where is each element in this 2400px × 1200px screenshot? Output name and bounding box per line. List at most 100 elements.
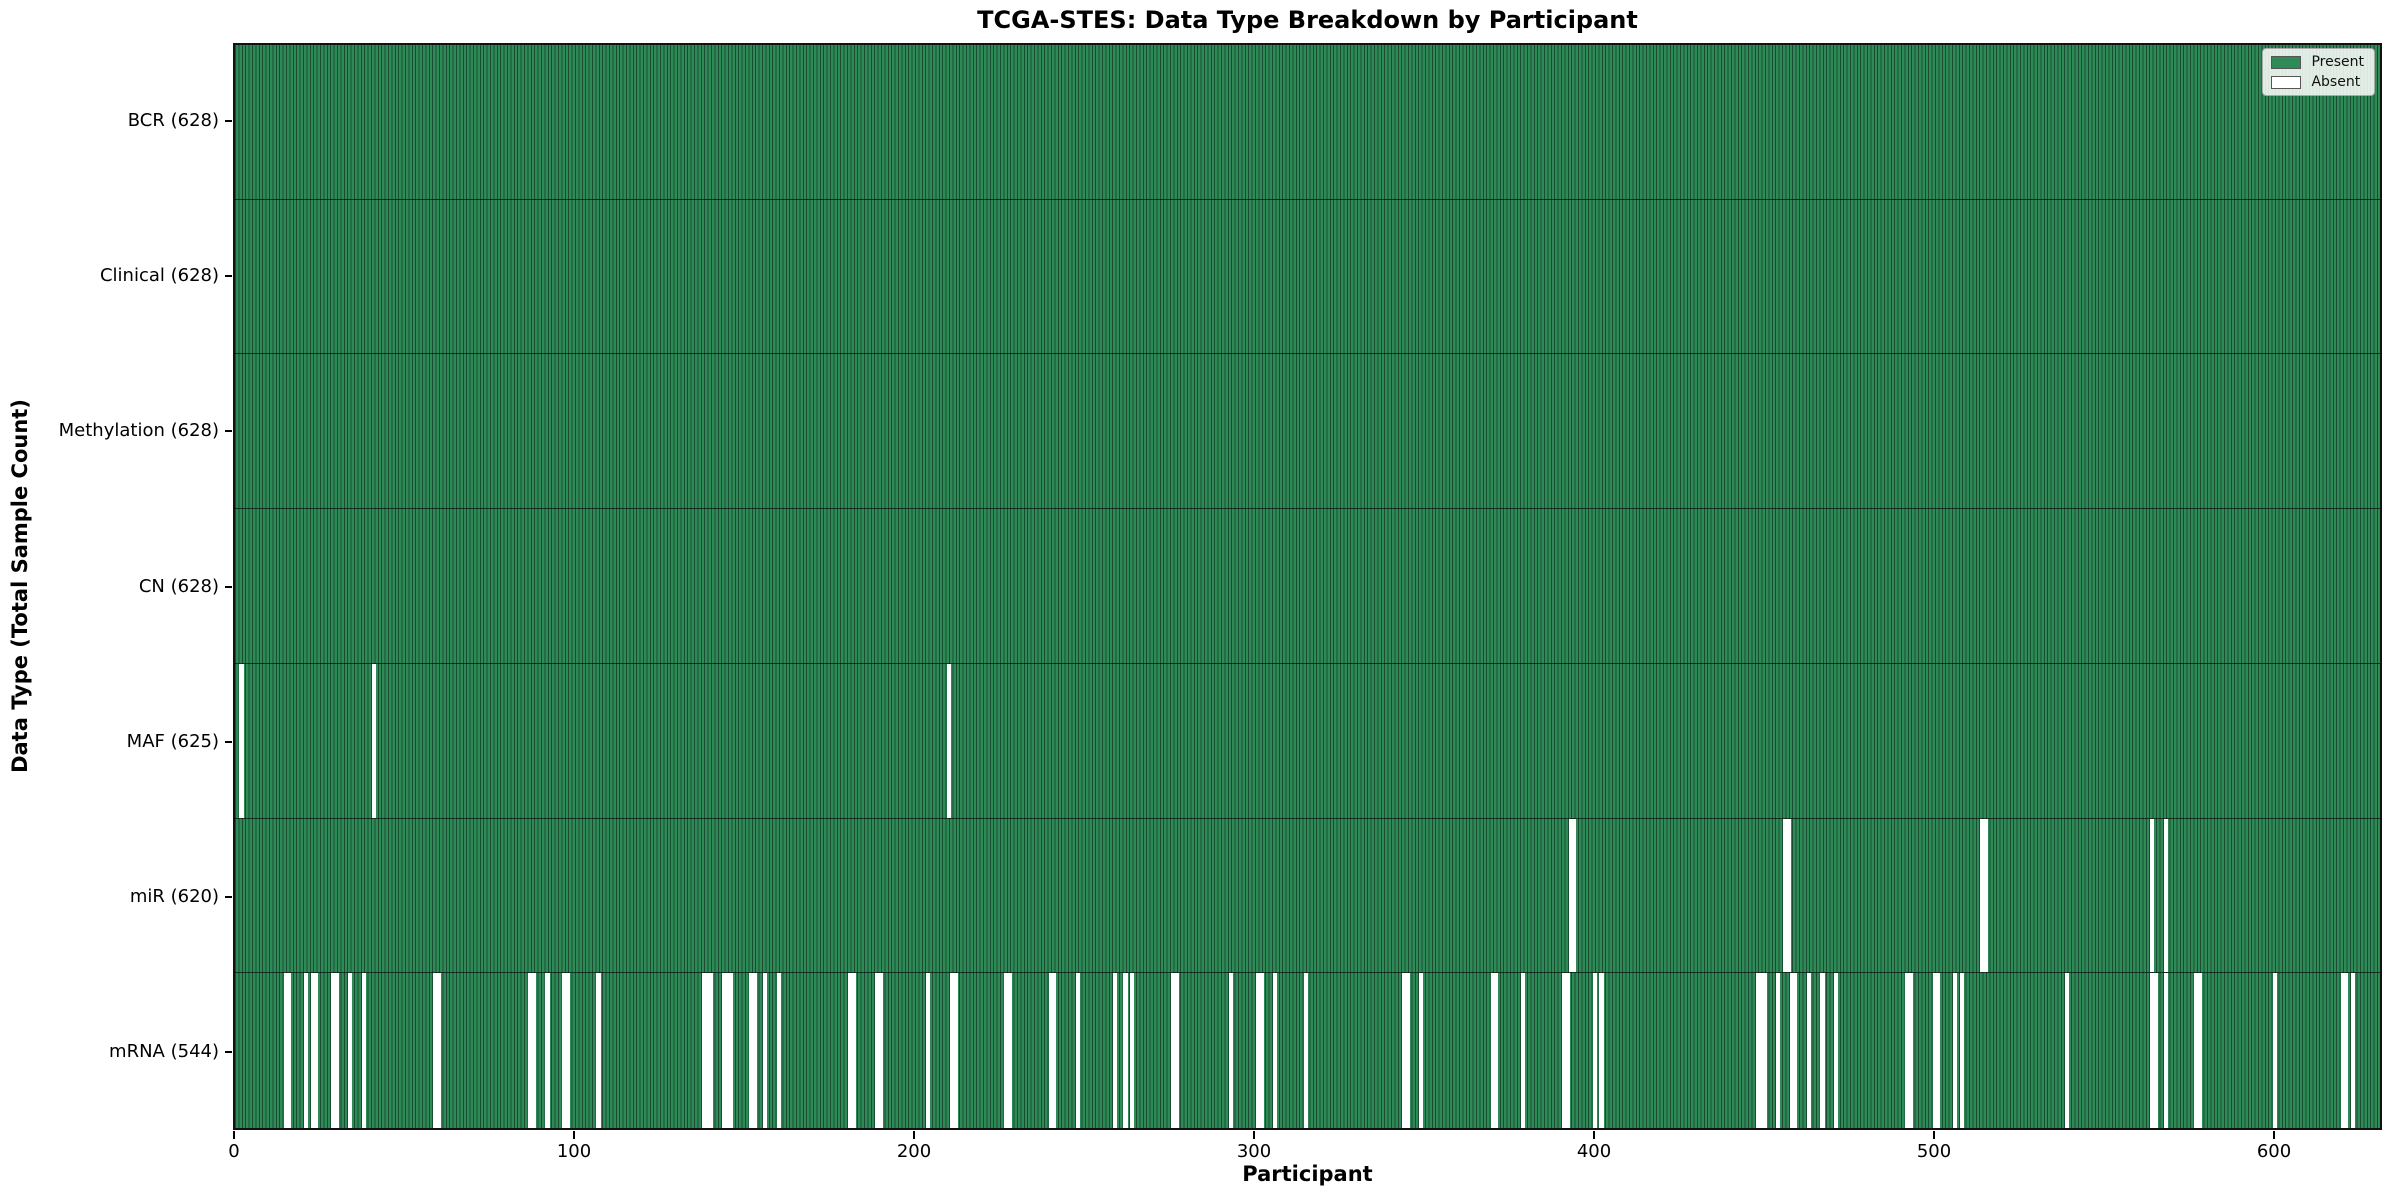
x-tick-label-200: 200 (896, 1141, 932, 1162)
absent-gap (1048, 973, 1057, 1128)
absent-gap (1592, 973, 1597, 1128)
absent-gap (528, 973, 537, 1128)
absent-gap (1789, 973, 1798, 1128)
absent-gap (2150, 973, 2158, 1128)
absent-gap (1820, 973, 1825, 1128)
legend-entry-absent: Absent (2271, 74, 2364, 90)
absent-gap (1273, 973, 1278, 1128)
absent-gap (310, 973, 319, 1128)
absent-gap (1959, 973, 1965, 1128)
absent-gap (1113, 973, 1118, 1128)
absent-gap (372, 663, 377, 818)
absent-gap (722, 973, 734, 1128)
matrix-row-bcr (235, 45, 2380, 200)
x-tick-label-300: 300 (1236, 1141, 1272, 1162)
absent-gap (950, 973, 958, 1128)
y-tick-label-mrna: mRNA (544) (109, 1041, 219, 1063)
absent-gap (701, 973, 713, 1128)
x-tick-mark (913, 1131, 915, 1139)
absent-gap (2163, 818, 2169, 973)
absent-gap (1562, 973, 1570, 1128)
absent-gap (1419, 973, 1424, 1128)
absent-gap (2194, 973, 2203, 1128)
absent-gap (596, 973, 601, 1128)
y-tick-label-maf: MAF (625) (126, 730, 219, 752)
absent-gap (283, 973, 292, 1128)
absent-gap (1932, 973, 1941, 1128)
absent-gap (562, 973, 571, 1128)
absent-gap (1905, 973, 1914, 1128)
absent-gap (875, 973, 883, 1128)
y-tick-mark (225, 119, 232, 122)
x-axis-label: Participant (1242, 1162, 1373, 1186)
absent-gap (1256, 973, 1264, 1128)
absent-gap (239, 663, 244, 818)
y-tick-mark (225, 274, 232, 277)
legend-entry-present: Present (2271, 54, 2364, 70)
absent-gap (1521, 973, 1526, 1128)
x-tick-label-600: 600 (2256, 1141, 2292, 1162)
absent-gap (2150, 818, 2155, 973)
absent-gap (1303, 973, 1308, 1128)
x-tick-mark (1253, 1131, 1255, 1139)
y-tick-label-cn: CN (628) (138, 575, 219, 597)
absent-gap (1980, 818, 1988, 973)
absent-gap (304, 973, 309, 1128)
absent-gap (1834, 973, 1839, 1128)
matrix-row-mrna (235, 973, 2380, 1128)
absent-gap (1755, 973, 1767, 1128)
x-tick-label-0: 0 (228, 1141, 240, 1162)
absent-gap (1123, 973, 1128, 1128)
absent-gap (1130, 973, 1135, 1128)
matrix-row-cn (235, 509, 2380, 664)
absent-gap (361, 973, 367, 1128)
y-tick-mark (225, 430, 232, 433)
legend-swatch-absent (2271, 75, 2302, 89)
absent-gap (2350, 973, 2356, 1128)
matrix-row-mir (235, 818, 2380, 974)
absent-gap (2340, 973, 2349, 1128)
absent-gap (1568, 818, 1577, 973)
absent-gap (926, 973, 931, 1128)
matrix-row-clinical (235, 199, 2380, 355)
absent-gap (433, 973, 441, 1128)
absent-gap (1490, 973, 1499, 1128)
y-tick-label-clinical: Clinical (628) (99, 264, 219, 286)
absent-gap (348, 973, 353, 1128)
absent-gap (545, 973, 550, 1128)
absent-gap (1806, 973, 1812, 1128)
absent-gap (1783, 818, 1791, 973)
absent-gap (331, 973, 339, 1128)
absent-gap (1599, 973, 1604, 1128)
chart-title: TCGA-STES: Data Type Breakdown by Partic… (977, 6, 1638, 34)
y-tick-label-bcr: BCR (628) (127, 109, 219, 131)
x-tick-label-400: 400 (1576, 1141, 1612, 1162)
absent-gap (1953, 973, 1958, 1128)
absent-gap (1075, 973, 1081, 1128)
y-tick-mark (225, 1051, 232, 1054)
x-tick-mark (2273, 1131, 2275, 1139)
x-tick-label-500: 500 (1916, 1141, 1952, 1162)
legend-label: Present (2311, 54, 2364, 70)
x-tick-mark (1933, 1131, 1935, 1139)
y-tick-mark (225, 740, 232, 743)
absent-gap (749, 973, 758, 1128)
absent-gap (776, 973, 781, 1128)
absent-gap (2163, 973, 2169, 1128)
x-tick-mark (573, 1131, 575, 1139)
absent-gap (1776, 973, 1781, 1128)
plot-area (233, 43, 2382, 1130)
absent-gap (946, 663, 951, 818)
legend-label: Absent (2311, 74, 2361, 90)
absent-gap (2272, 973, 2277, 1128)
absent-gap (2065, 973, 2070, 1128)
absent-gap (1171, 973, 1179, 1128)
legend: Present Absent (2262, 48, 2375, 96)
matrix-row-methylation (235, 354, 2380, 510)
y-tick-mark (225, 585, 232, 588)
y-tick-mark (225, 896, 232, 899)
absent-gap (1402, 973, 1410, 1128)
absent-gap (848, 973, 856, 1128)
x-tick-mark (1593, 1131, 1595, 1139)
